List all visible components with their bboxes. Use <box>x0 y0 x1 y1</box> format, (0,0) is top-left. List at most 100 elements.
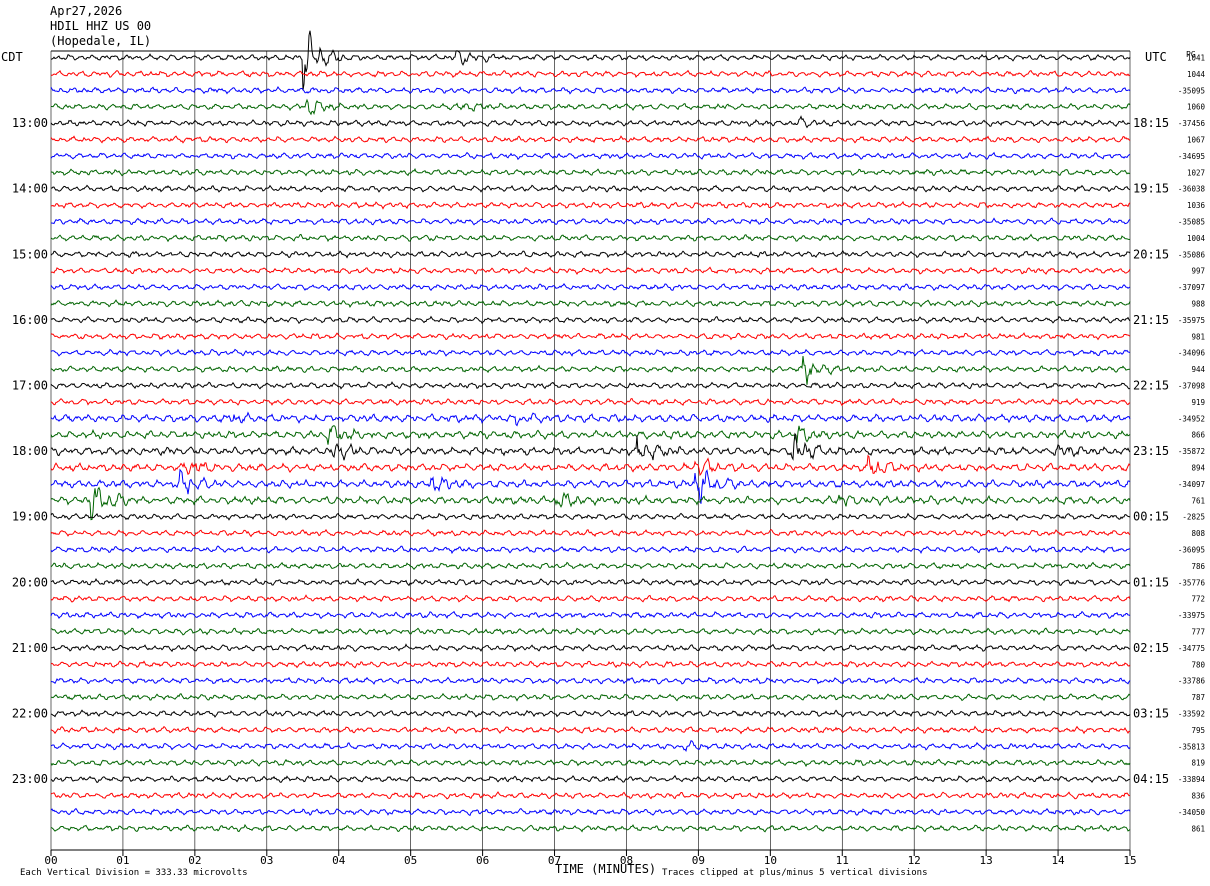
row-value-label: -34695 <box>1178 152 1205 161</box>
trace-row-42 <box>50 740 1131 753</box>
left-hour-label: 17:00 <box>12 379 48 393</box>
row-value-label: 981 <box>1191 332 1205 341</box>
row-value-label: -37456 <box>1178 119 1206 128</box>
trace-row-34 <box>50 610 1131 620</box>
row-value-label: 1044 <box>1187 70 1206 79</box>
trace-row-18 <box>50 348 1131 357</box>
row-value-label: 1041 <box>1187 54 1205 63</box>
row-value-label: -35975 <box>1178 316 1205 325</box>
chart-station: HDIL HHZ US 00 <box>50 19 152 33</box>
trace-row-4 <box>50 115 1131 129</box>
left-hour-label: 23:00 <box>12 772 48 786</box>
x-tick-label: 08 <box>620 854 633 867</box>
left-hour-label: 22:00 <box>12 707 48 721</box>
trace-row-22 <box>50 411 1131 427</box>
trace-row-14 <box>50 283 1131 292</box>
trace-row-1 <box>50 69 1131 79</box>
left-hour-label: 20:00 <box>12 575 48 589</box>
trace-row-6 <box>50 151 1131 161</box>
trace-row-33 <box>50 594 1131 603</box>
chart-date: Apr27,2026 <box>50 4 123 18</box>
trace-row-47 <box>50 823 1131 833</box>
trace-row-46 <box>50 807 1131 817</box>
left-hour-label: 13:00 <box>12 116 48 130</box>
row-value-label: -33975 <box>1178 611 1205 620</box>
trace-row-9 <box>50 200 1131 210</box>
row-value-label: 1060 <box>1187 103 1206 112</box>
x-tick-label: 03 <box>260 854 273 867</box>
x-tick-label: 00 <box>44 854 57 867</box>
row-value-label: -36038 <box>1178 185 1206 194</box>
left-hour-label: 21:00 <box>12 641 48 655</box>
x-axis-title: TIME (MINUTES) <box>555 862 657 876</box>
row-value-label: 866 <box>1191 431 1205 440</box>
trace-row-17 <box>50 332 1131 341</box>
row-value-label: 1036 <box>1187 201 1206 210</box>
chart-location: (Hopedale, IL) <box>50 34 152 48</box>
x-tick-label: 15 <box>1123 854 1136 867</box>
x-tick-label: 12 <box>908 854 921 867</box>
right-hour-label: 22:15 <box>1133 379 1169 393</box>
row-value-label: 1027 <box>1187 168 1205 177</box>
trace-row-5 <box>50 135 1131 144</box>
row-value-label: 786 <box>1191 562 1205 571</box>
trace-row-41 <box>50 725 1131 735</box>
row-value-label: 777 <box>1191 628 1205 637</box>
trace-row-38 <box>50 676 1131 685</box>
x-tick-label: 05 <box>404 854 417 867</box>
row-value-label: -37097 <box>1178 283 1205 292</box>
x-tick-label: 11 <box>836 854 849 867</box>
right-hour-label: 02:15 <box>1133 641 1169 655</box>
trace-row-13 <box>50 266 1131 275</box>
x-tick-label: 04 <box>332 854 346 867</box>
row-value-label: 808 <box>1191 529 1205 538</box>
row-value-label: 997 <box>1191 267 1205 276</box>
trace-row-15 <box>50 299 1131 308</box>
trace-row-24 <box>50 432 1131 461</box>
row-value-label: 944 <box>1191 365 1205 374</box>
row-value-label: -33592 <box>1178 710 1205 719</box>
trace-row-11 <box>50 233 1131 243</box>
row-value-label: 795 <box>1191 726 1205 735</box>
trace-row-25 <box>50 454 1131 477</box>
row-value-label: -33894 <box>1178 775 1206 784</box>
trace-row-12 <box>50 250 1131 259</box>
row-value-label: 1067 <box>1187 136 1205 145</box>
trace-row-39 <box>51 692 1131 702</box>
trace-row-19 <box>50 355 1130 385</box>
row-value-label: -34952 <box>1178 414 1205 423</box>
left-hour-label: 16:00 <box>12 313 48 327</box>
x-tick-label: 01 <box>116 854 129 867</box>
trace-row-27 <box>50 486 1131 521</box>
x-tick-label: 09 <box>692 854 705 867</box>
trace-row-32 <box>50 577 1131 587</box>
row-value-label: 761 <box>1191 496 1205 505</box>
row-value-label: 836 <box>1191 792 1205 801</box>
right-hour-label: 04:15 <box>1133 772 1169 786</box>
row-value-label: -35872 <box>1178 447 1205 456</box>
x-tick-label: 02 <box>188 854 201 867</box>
trace-row-0 <box>50 30 1131 91</box>
trace-row-20 <box>50 381 1131 390</box>
row-value-label: -2825 <box>1182 513 1205 522</box>
row-value-label: -34096 <box>1178 349 1206 358</box>
right-timezone-suffix: PG <box>1186 50 1196 59</box>
trace-row-30 <box>50 545 1131 555</box>
trace-row-44 <box>50 774 1131 784</box>
row-value-label: 919 <box>1191 398 1205 407</box>
row-value-label: 894 <box>1191 464 1205 473</box>
right-hour-label: 03:15 <box>1133 707 1169 721</box>
x-tick-label: 06 <box>476 854 489 867</box>
trace-row-7 <box>50 167 1131 177</box>
left-hour-label: 18:00 <box>12 444 48 458</box>
x-tick-label: 10 <box>764 854 777 867</box>
right-timezone-label: UTC <box>1145 50 1167 64</box>
right-hour-label: 20:15 <box>1133 247 1169 261</box>
trace-row-35 <box>50 627 1131 636</box>
trace-row-3 <box>51 98 1131 116</box>
x-tick-label: 14 <box>1051 854 1065 867</box>
trace-row-10 <box>50 217 1131 226</box>
right-hour-label: 21:15 <box>1133 313 1169 327</box>
scale-note: Each Vertical Division = 333.33 microvol… <box>20 868 248 878</box>
